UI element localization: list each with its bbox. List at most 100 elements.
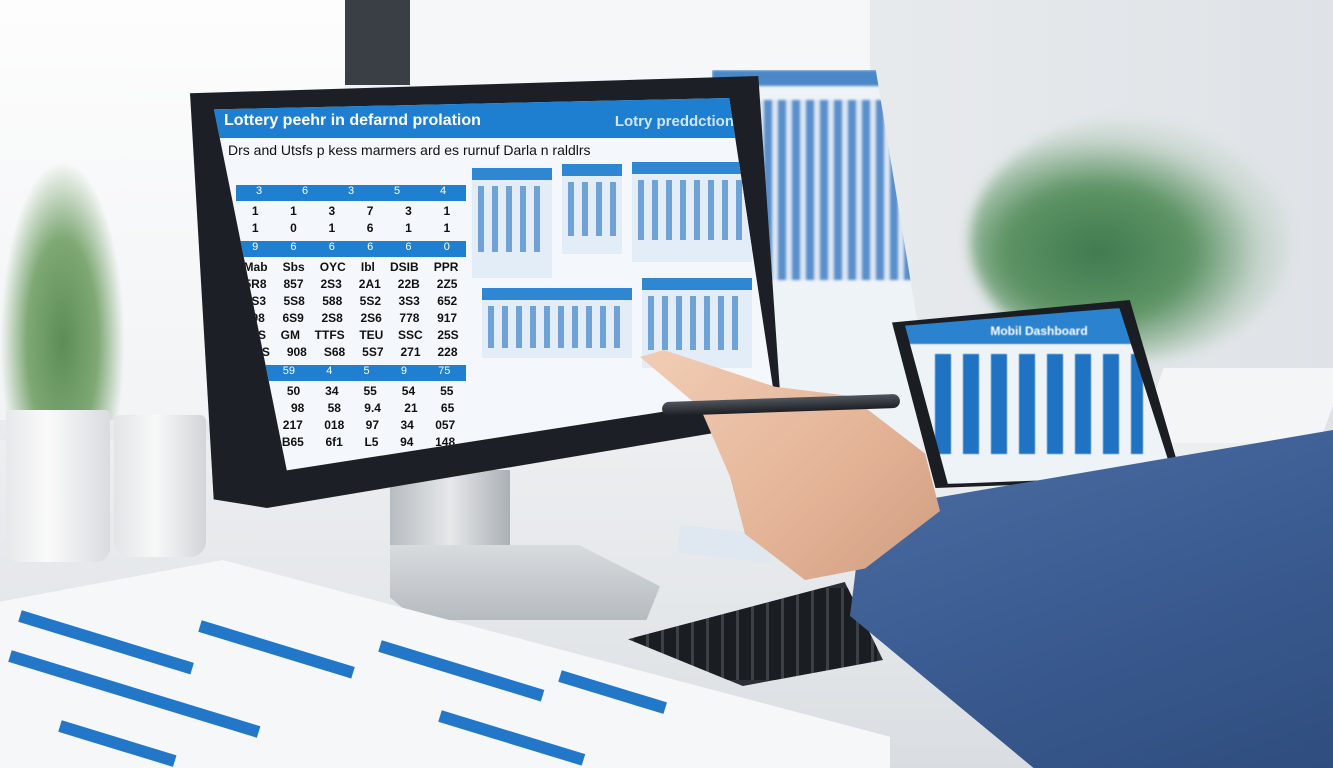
number-cell: 1 xyxy=(443,204,451,218)
number-cell: 228 xyxy=(437,345,458,359)
number-cell: 5S2 xyxy=(359,294,382,308)
number-cell: Mab xyxy=(243,260,268,274)
number-cell: GM xyxy=(280,328,300,342)
number-cell: 3S3 xyxy=(398,294,420,308)
number-cell: 1 xyxy=(251,221,259,235)
number-cell: 50 xyxy=(286,384,301,398)
number-cell: 588 xyxy=(322,294,343,308)
bar-cell: 5 xyxy=(393,185,401,197)
number-cell: 98 xyxy=(290,401,305,415)
bar-cell: 5 xyxy=(363,365,370,377)
number-row: 8S3 5S8 588 5S2 3S3 652 xyxy=(236,294,466,311)
number-cell: 6f1 xyxy=(325,435,343,449)
bar-cell: 4 xyxy=(326,365,333,377)
dashboard-panels xyxy=(472,162,762,428)
header-bar: 59 4 5 9 75 xyxy=(236,365,466,381)
number-cell: 55 xyxy=(363,384,377,398)
bar-cell: 9 xyxy=(252,241,259,253)
number-row: 1 1 3 7 3 1 xyxy=(236,204,466,221)
bar-cell: 3 xyxy=(347,185,355,197)
number-cell: 2Z5 xyxy=(436,277,458,291)
number-cell: 34 xyxy=(400,418,414,432)
number-cell: 652 xyxy=(437,294,458,308)
number-cell: 25S xyxy=(437,328,459,342)
number-cell: 22B xyxy=(397,277,420,291)
screen-header-right: Lotry preddction xyxy=(614,112,734,130)
window-frame xyxy=(345,0,410,85)
number-cell: 3 xyxy=(405,204,412,218)
bar-cell: 6 xyxy=(328,241,335,253)
header-bar: 3 6 3 5 4 xyxy=(236,185,466,201)
number-cell: 58 xyxy=(327,401,341,415)
number-cell: 2S6 xyxy=(360,311,382,325)
number-cell: 34 xyxy=(325,384,339,398)
number-cell: 21 xyxy=(404,401,418,415)
number-cell: 018 xyxy=(324,418,345,432)
number-cell: OYC xyxy=(319,260,346,274)
number-cell: 54 xyxy=(401,384,416,398)
number-table: 3 6 3 5 4 1 1 3 7 3 1 1 0 1 6 1 1 9 6 6 6 6 0 Mab Sbs OYC Ibl DSIB P… xyxy=(236,182,466,452)
number-cell: 7 xyxy=(366,204,374,218)
number-cell: 1 xyxy=(251,204,259,218)
number-cell: 908 xyxy=(286,345,307,359)
number-cell: 97 xyxy=(365,418,380,432)
bar-cell: 75 xyxy=(438,365,451,377)
bar-cell: 9 xyxy=(400,365,407,377)
number-cell: 5S7 xyxy=(362,345,384,359)
number-cell: 778 xyxy=(399,311,420,325)
bar-cell: 6 xyxy=(405,241,412,253)
number-cell: 1 xyxy=(405,221,412,235)
number-cell: 2S3 xyxy=(320,277,342,291)
number-cell: 917 xyxy=(437,311,458,325)
number-cell: 1 xyxy=(328,221,336,235)
bar-cell: 59 xyxy=(282,365,296,377)
number-cell: 5S8 xyxy=(283,294,305,308)
number-cell: 271 xyxy=(400,345,421,359)
number-cell: 1 xyxy=(443,221,451,235)
header-bar: 9 6 6 6 6 0 xyxy=(236,241,466,257)
number-cell: 0 xyxy=(290,221,297,235)
number-cell: 2A1 xyxy=(358,277,381,291)
number-cell: 65 xyxy=(440,401,455,415)
number-cell: 057 xyxy=(435,418,456,432)
number-cell: 94 xyxy=(400,435,414,449)
bar-cell: 0 xyxy=(443,241,450,253)
number-row: 5R8 857 2S3 2A1 22B 2Z5 xyxy=(236,277,466,294)
bar-cell: 6 xyxy=(367,241,374,253)
number-row: Mab Sbs OYC Ibl DSIB PPR xyxy=(236,260,466,277)
number-cell: 55 xyxy=(440,384,454,398)
number-cell: Sbs xyxy=(282,260,305,274)
cup xyxy=(114,415,206,557)
number-cell: 2S8 xyxy=(321,311,343,325)
number-row: 3086S92S82S6778917 xyxy=(236,311,466,328)
number-cell: S68 xyxy=(323,345,346,359)
number-cell: 9.4 xyxy=(364,401,381,415)
number-cell: TEU xyxy=(359,328,384,342)
bar-cell: 6 xyxy=(301,185,309,197)
bar-cell: 6 xyxy=(290,241,297,253)
number-cell: 857 xyxy=(283,277,304,291)
number-cell: 1 xyxy=(290,204,297,218)
number-cell: B65 xyxy=(281,435,304,449)
number-cell: TTFS xyxy=(314,328,345,342)
number-cell: 217 xyxy=(282,418,303,432)
number-cell: PPR xyxy=(433,260,459,274)
number-cell: L5 xyxy=(364,435,379,449)
number-row: 07B656f1L594148 xyxy=(236,435,466,452)
monitor-screen: Lottery peehr in defarnd prolation Lotry… xyxy=(214,98,774,471)
bar-cell: 4 xyxy=(439,185,447,197)
number-cell: SSC xyxy=(397,328,423,342)
plant-left xyxy=(0,160,125,420)
screen-subtitle: Drs and Utsfs p kess marmers ard es rurn… xyxy=(228,142,591,158)
bar-cell: 3 xyxy=(255,185,263,197)
number-cell: 5R8 xyxy=(244,277,267,291)
number-row: 2f6S908S685S7271228 xyxy=(236,345,466,362)
number-cell: 6 xyxy=(366,221,374,235)
number-cell: 3 xyxy=(328,204,336,218)
screen-title: Lottery peehr in defarnd prolation xyxy=(224,112,481,129)
number-cell: 6S9 xyxy=(282,311,304,325)
number-row: FFSGMTTFSTEUSSC25S xyxy=(236,328,466,345)
number-cell: Ibl xyxy=(360,260,375,274)
